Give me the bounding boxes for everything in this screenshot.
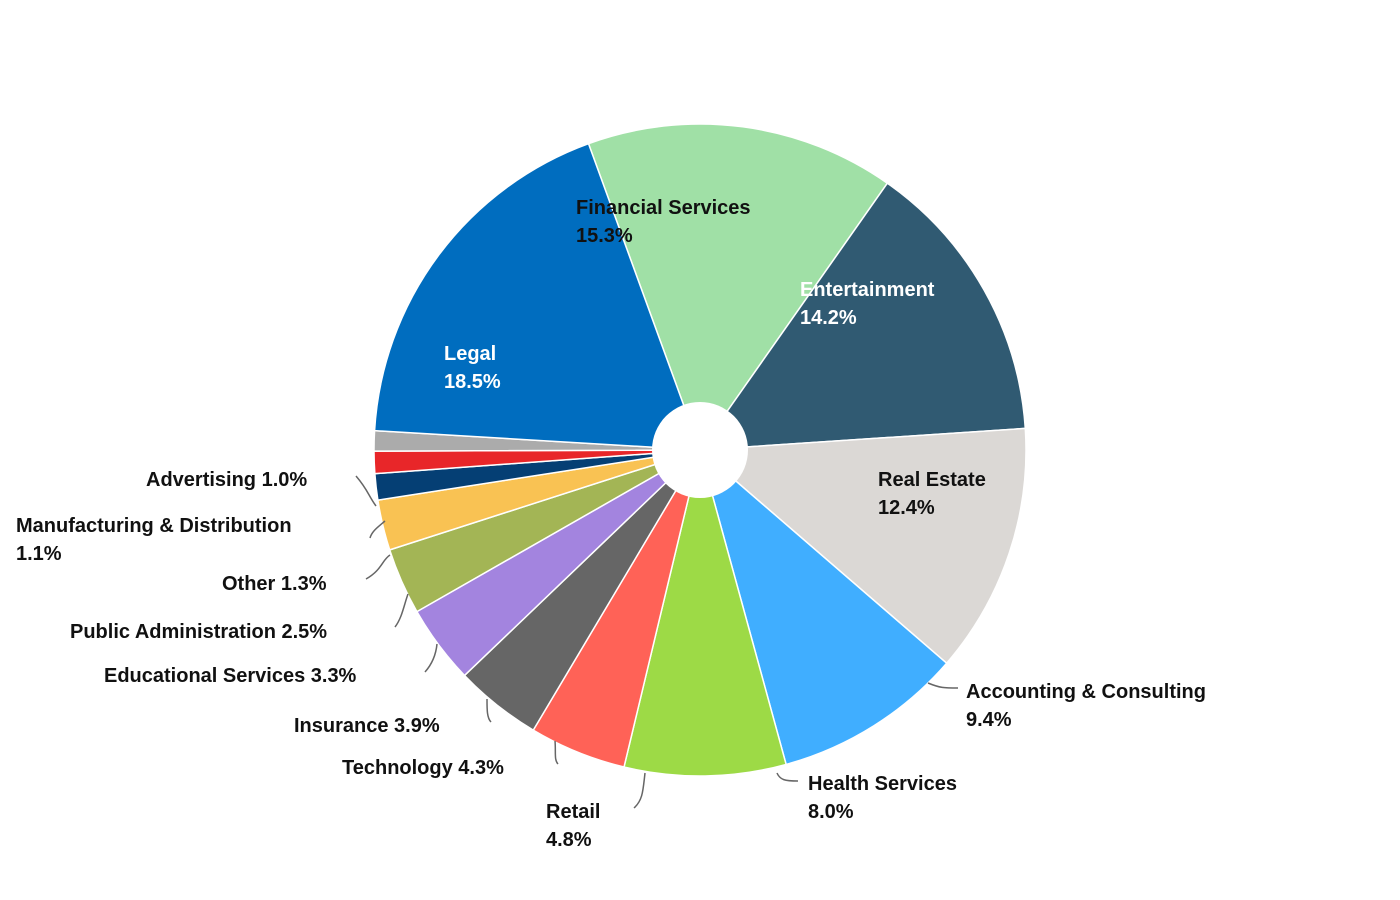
slice-financial-services: [587, 123, 889, 452]
slice-legal: [373, 142, 702, 451]
slice-label-value: 12.4%: [878, 497, 935, 519]
leader-line-other: [365, 554, 391, 580]
leader-line-educational-services: [424, 643, 438, 673]
leader-line-technology: [554, 740, 559, 765]
slice-label-other: Other 1.3%: [222, 573, 327, 595]
slice-label-technology: Technology 4.3%: [342, 757, 504, 779]
slice-label-public-administration: Public Administration 2.5%: [70, 621, 327, 643]
slice-health-services: [623, 449, 788, 777]
slice-label-name: Financial Services: [576, 197, 751, 219]
slice-label-name: Entertainment: [800, 279, 935, 301]
slice-real-estate: [698, 427, 1027, 665]
slice-label-name: Real Estate: [878, 469, 986, 491]
slice-label-value: 15.3%: [576, 225, 633, 247]
slice-label-advertising: Advertising 1.0%: [146, 469, 307, 491]
slice-label-name: Legal: [444, 343, 496, 365]
slice-label-value: 14.2%: [800, 307, 857, 329]
slice-label-value: 9.4%: [966, 709, 1012, 731]
slice-label-retail: Retail 4.8%: [546, 801, 600, 851]
slice-label-educational-services: Educational Services 3.3%: [104, 665, 357, 687]
slices-layer: [373, 123, 1027, 777]
leader-line-retail: [633, 772, 646, 809]
slice-accounting-and-consulting: [698, 447, 948, 766]
slice-label-manufacturing-and-distribution: Manufacturing & Distribution 1.1%: [16, 515, 292, 565]
slice-label-health-services: Health Services 8.0%: [808, 773, 957, 823]
leader-line-public-administration: [394, 593, 409, 628]
slice-label-value: 4.8%: [546, 829, 592, 851]
slice-label-name: Retail: [546, 801, 600, 823]
leader-line-health-services: [776, 772, 799, 782]
slice-entertainment: [698, 182, 1027, 451]
slice-label-name: Accounting & Consulting: [966, 681, 1206, 703]
slice-label-value: 18.5%: [444, 371, 501, 393]
leader-line-manufacturing-and-distribution: [369, 520, 386, 539]
slice-label-value: 8.0%: [808, 801, 854, 823]
slice-label-legal: Legal 18.5%: [444, 343, 501, 393]
leader-line-accounting-and-consulting: [927, 682, 959, 689]
leader-line-advertising: [355, 475, 377, 507]
slice-label-name: Health Services: [808, 773, 957, 795]
slice-labels: Financial Services 15.3% Entertainment 14.2…: [16, 197, 1206, 851]
slice-label-name: Manufacturing & Distribution: [16, 515, 292, 537]
leader-lines: [355, 475, 959, 809]
leader-line-insurance: [486, 698, 492, 723]
slice-label-financial-services: Financial Services 15.3%: [576, 197, 751, 247]
slice-label-accounting-and-consulting: Accounting & Consulting 9.4%: [966, 681, 1206, 731]
slice-label-real-estate: Real Estate 12.4%: [878, 469, 986, 519]
slice-label-entertainment: Entertainment 14.2%: [800, 279, 935, 329]
slice-label-insurance: Insurance 3.9%: [294, 715, 440, 737]
slice-label-value: 1.1%: [16, 543, 62, 565]
donut-hole: [652, 402, 748, 498]
